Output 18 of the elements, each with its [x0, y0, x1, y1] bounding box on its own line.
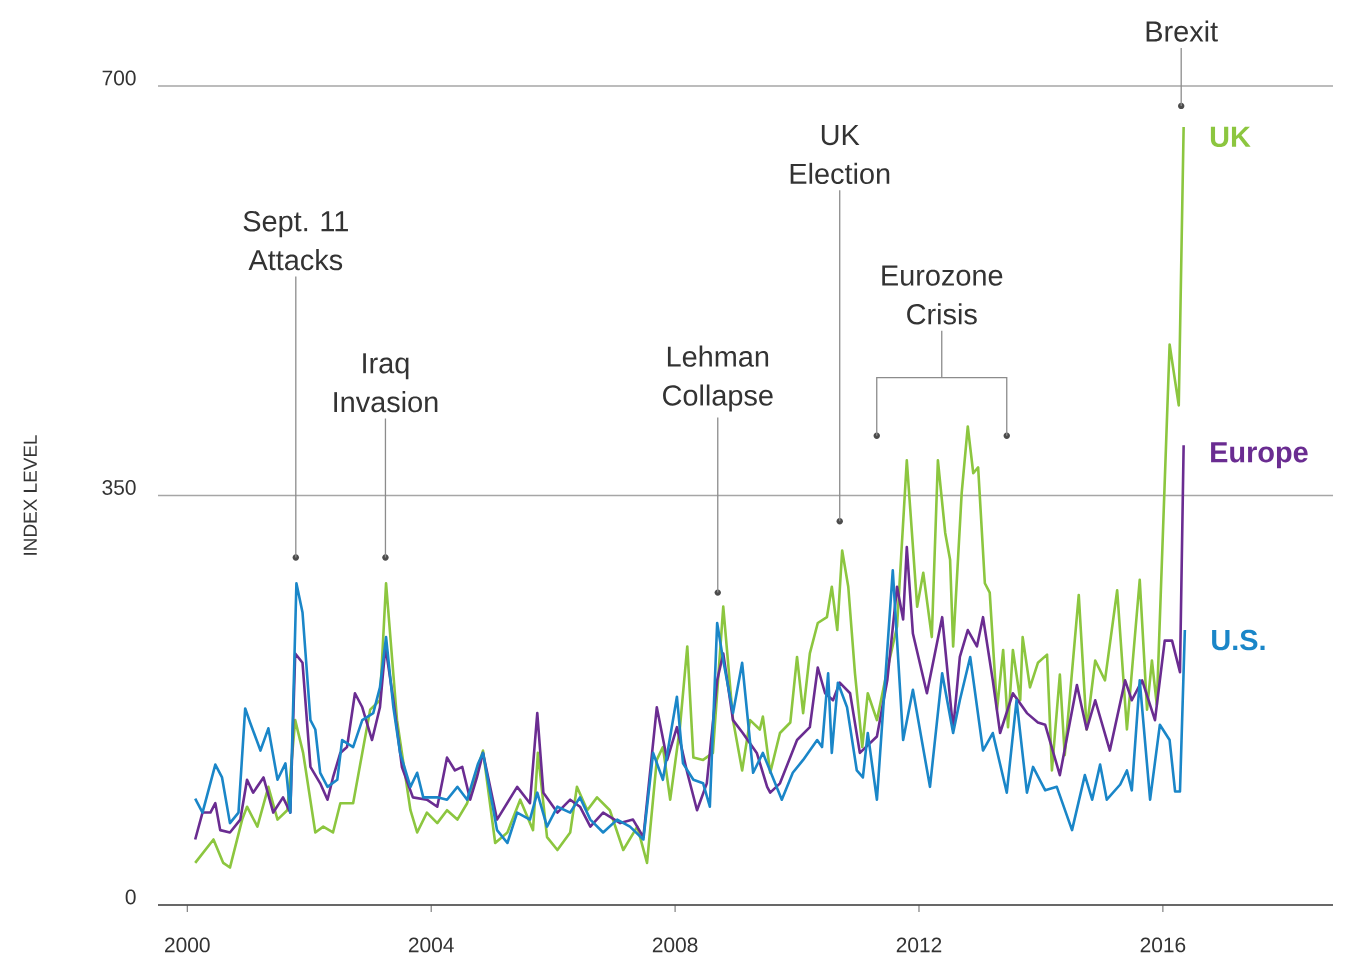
x-tick-label: 2008	[652, 937, 698, 953]
annotation: Lehman Collapse	[663, 345, 773, 412]
y-tick-label: 700	[102, 70, 136, 86]
annotation: Sept. 11 Attacks	[243, 211, 348, 271]
x-tick-label: 2004	[408, 937, 454, 953]
annotation: Eurozone Crisis	[882, 265, 1003, 325]
x-tick-label: 2012	[896, 937, 942, 953]
x-tick-label: 2016	[1140, 937, 1186, 953]
series-label: U.S.	[1212, 629, 1265, 651]
annotation: UK Election	[790, 125, 890, 185]
x-tick-label: 2000	[165, 937, 210, 953]
y-axis-title: INDEX LEVEL	[23, 435, 37, 555]
annotation: Brexit	[1146, 20, 1218, 42]
annotation: Iraq Invasion	[334, 353, 438, 413]
series-label: Europe	[1211, 442, 1308, 469]
y-tick-label: 0	[125, 889, 136, 905]
series-label: UK	[1210, 126, 1251, 148]
y-tick-label: 350	[102, 480, 136, 495]
